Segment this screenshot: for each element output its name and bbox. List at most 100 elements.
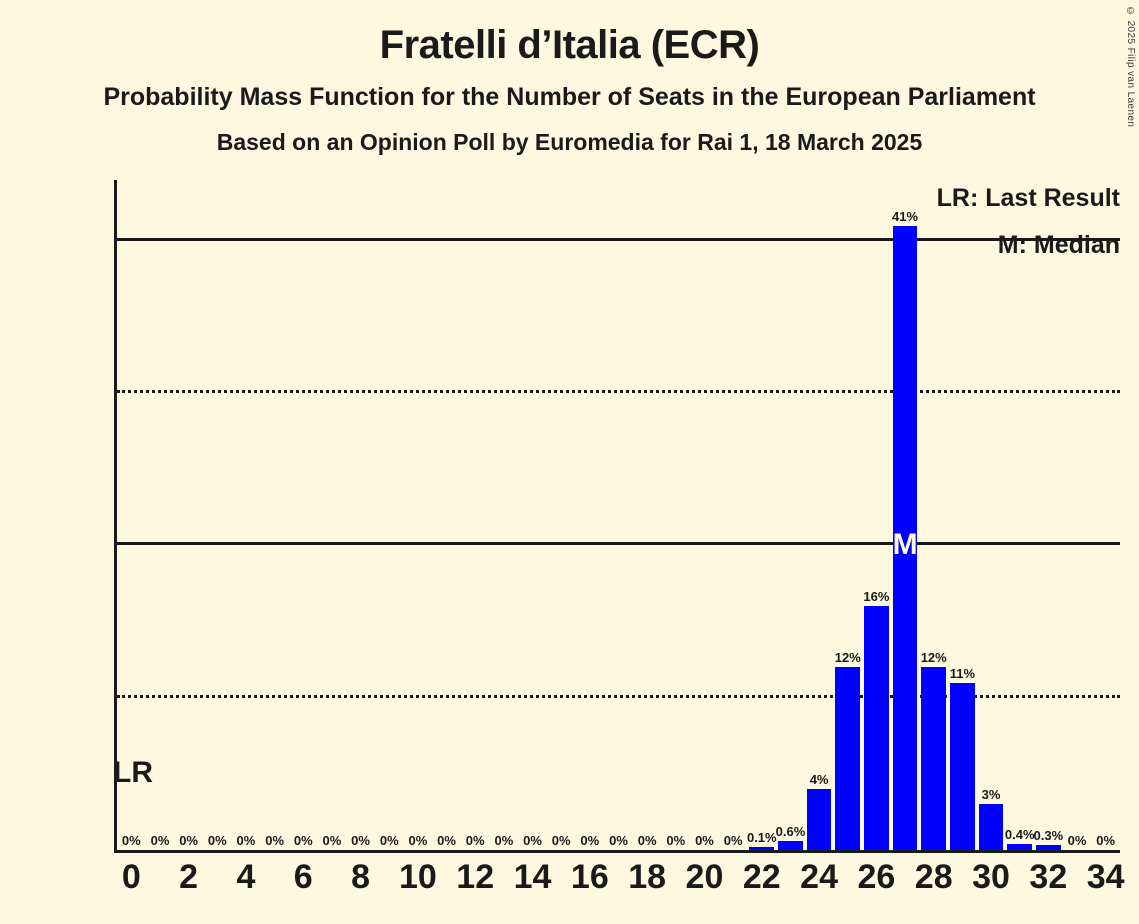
gridline-dotted-30 xyxy=(117,390,1120,394)
bar-slot-seat-9[interactable]: 0% xyxy=(375,180,404,850)
x-tick-label-28: 28 xyxy=(914,858,953,896)
x-tick-label-20: 20 xyxy=(685,858,724,896)
x-tick-label-22: 22 xyxy=(742,858,781,896)
x-tick-label-14: 14 xyxy=(513,858,552,896)
bar-slot-seat-34[interactable]: 0% xyxy=(1091,180,1120,850)
x-tick-label-8: 8 xyxy=(351,858,371,896)
bar-seat-23[interactable] xyxy=(778,840,803,850)
bar-seat-26[interactable] xyxy=(864,606,889,850)
bar-slot-seat-21[interactable]: 0% xyxy=(719,180,748,850)
bar-slot-seat-30[interactable]: 3% xyxy=(977,180,1006,850)
x-tick-label-32: 32 xyxy=(1029,858,1068,896)
bar-slot-seat-2[interactable]: 0% xyxy=(174,180,203,850)
bar-slot-seat-29[interactable]: 11% xyxy=(948,180,977,850)
bar-slot-seat-32[interactable]: 0.3% xyxy=(1034,180,1063,850)
bar-slot-seat-22[interactable]: 0.1% xyxy=(747,180,777,850)
bar-value-label-seat-28: 12% xyxy=(920,650,947,666)
chart-subtitle: Probability Mass Function for the Number… xyxy=(103,83,1036,111)
bar-slot-seat-24[interactable]: 4% xyxy=(805,180,834,850)
bar-slot-seat-13[interactable]: 0% xyxy=(490,180,519,850)
bar-slot-seat-5[interactable]: 0% xyxy=(260,180,289,850)
bar-value-label-seat-11: 0% xyxy=(437,833,456,848)
bar-seat-27[interactable] xyxy=(892,225,918,850)
bar-value-label-seat-2: 0% xyxy=(179,833,199,848)
bar-seat-22[interactable] xyxy=(749,847,775,850)
bar-value-label-seat-3: 0% xyxy=(207,833,227,848)
bar-value-label-seat-32: 0.3% xyxy=(1033,828,1064,844)
bar-value-label-seat-23: 0.6% xyxy=(775,823,806,839)
x-tick-label-26: 26 xyxy=(857,858,896,896)
bar-value-label-seat-21: 0% xyxy=(723,833,743,848)
y-axis-line xyxy=(114,180,117,850)
bar-slot-seat-11[interactable]: 0% xyxy=(432,180,461,850)
x-tick-label-4: 4 xyxy=(236,858,256,896)
bar-slot-seat-28[interactable]: 12% xyxy=(919,180,948,850)
bar-value-label-seat-9: 0% xyxy=(379,833,399,848)
x-tick-label-10: 10 xyxy=(398,858,437,896)
bar-seat-28[interactable] xyxy=(921,667,947,850)
x-tick-label-12: 12 xyxy=(456,858,495,896)
x-tick-label-2: 2 xyxy=(179,858,199,896)
bar-value-label-seat-1: 0% xyxy=(150,833,170,848)
bar-value-label-seat-12: 0% xyxy=(465,833,485,848)
bar-value-label-seat-15: 0% xyxy=(551,833,571,848)
x-tick-label-24: 24 xyxy=(800,858,839,896)
x-tick-label-18: 18 xyxy=(628,858,667,896)
bar-slot-seat-31[interactable]: 0.4% xyxy=(1004,180,1035,850)
page-title: Fratelli d’Italia (ECR) xyxy=(379,23,760,67)
bar-value-label-seat-16: 0% xyxy=(580,833,600,848)
bar-slot-seat-12[interactable]: 0% xyxy=(461,180,490,850)
bar-slot-seat-17[interactable]: 0% xyxy=(604,180,633,850)
median-marker: M xyxy=(892,528,918,562)
bar-slot-seat-16[interactable]: 0% xyxy=(576,180,605,850)
bar-slot-seat-7[interactable]: 0% xyxy=(318,180,347,850)
bar-slot-seat-25[interactable]: 12% xyxy=(833,180,862,850)
x-tick-label-30: 30 xyxy=(972,858,1010,896)
bar-value-label-seat-24: 4% xyxy=(809,772,829,788)
bar-series: 0% 0% 0% 0% 0% 0% 0% 0% 0% 0% 0% 0% 0% 0% 0% 0% 0% 0% 0% 0%… xyxy=(117,180,1120,850)
bar-value-label-seat-10: 0% xyxy=(408,833,428,848)
bar-value-label-seat-31: 0.4% xyxy=(1004,826,1035,842)
bar-slot-seat-1[interactable]: 0% xyxy=(146,180,175,850)
x-tick-label-0: 0 xyxy=(121,858,141,896)
x-tick-label-16: 16 xyxy=(570,858,609,896)
last-result-marker: LR xyxy=(113,756,153,789)
bar-slot-seat-8[interactable]: 0% xyxy=(346,180,375,850)
bar-slot-seat-18[interactable]: 0% xyxy=(633,180,662,850)
plot-area: 20%40% 0%0%0%0%0%0%0%0%0%0%0%0%0%0%0%0%0… xyxy=(113,180,1120,853)
bar-slot-seat-20[interactable]: 0% xyxy=(690,180,719,850)
bar-value-label-seat-6: 0% xyxy=(293,833,313,848)
bar-slot-seat-3[interactable]: 0% xyxy=(203,180,232,850)
bar-value-label-seat-30: 3% xyxy=(981,787,1001,803)
bar-seat-25[interactable] xyxy=(835,667,861,850)
bar-slot-seat-26[interactable]: 16% xyxy=(862,180,891,850)
copyright-notice: © 2025 Filip van Laenen xyxy=(1125,6,1136,128)
bar-slot-seat-4[interactable]: 0% xyxy=(232,180,261,850)
bar-slot-seat-14[interactable]: 0% xyxy=(518,180,547,850)
bar-seat-32[interactable] xyxy=(1036,845,1061,850)
bar-value-label-seat-34: 0% xyxy=(1096,833,1116,848)
bar-slot-seat-23[interactable]: 0.6% xyxy=(776,180,805,850)
bar-seat-29[interactable] xyxy=(950,682,975,850)
bar-slot-seat-19[interactable]: 0% xyxy=(661,180,690,850)
bar-slot-seat-33[interactable]: 0% xyxy=(1063,180,1092,850)
legend-item-median: M: Median xyxy=(997,231,1120,259)
bar-seat-30[interactable] xyxy=(978,804,1004,850)
bar-value-label-seat-19: 0% xyxy=(666,833,686,848)
bar-value-label-seat-18: 0% xyxy=(637,833,657,848)
bar-slot-seat-6[interactable]: 0% xyxy=(289,180,318,850)
bar-seat-31[interactable] xyxy=(1007,843,1033,850)
gridline-solid-20 xyxy=(117,542,1120,546)
bar-value-label-seat-7: 0% xyxy=(322,833,342,848)
bar-value-label-seat-13: 0% xyxy=(494,833,514,848)
legend-item-last-result: LR: Last Result xyxy=(936,184,1120,212)
bar-slot-seat-10[interactable]: 0% xyxy=(404,180,433,850)
chart-header: Fratelli d’Italia (ECR) Probability Mass… xyxy=(0,0,1139,154)
bar-slot-seat-15[interactable]: 0% xyxy=(547,180,576,850)
x-axis-tick-labels: 0 2 4 6 8 10 12 14 16 18 20 22 24 26 28 30 32 34 xyxy=(117,858,1125,918)
bar-slot-seat-27[interactable]: 41% M xyxy=(891,180,920,850)
bar-value-label-seat-29: 11% xyxy=(949,665,976,681)
bar-seat-24[interactable] xyxy=(806,789,832,850)
bar-value-label-seat-5: 0% xyxy=(265,833,285,848)
bar-slot-seat-0[interactable]: 0% xyxy=(117,180,146,850)
